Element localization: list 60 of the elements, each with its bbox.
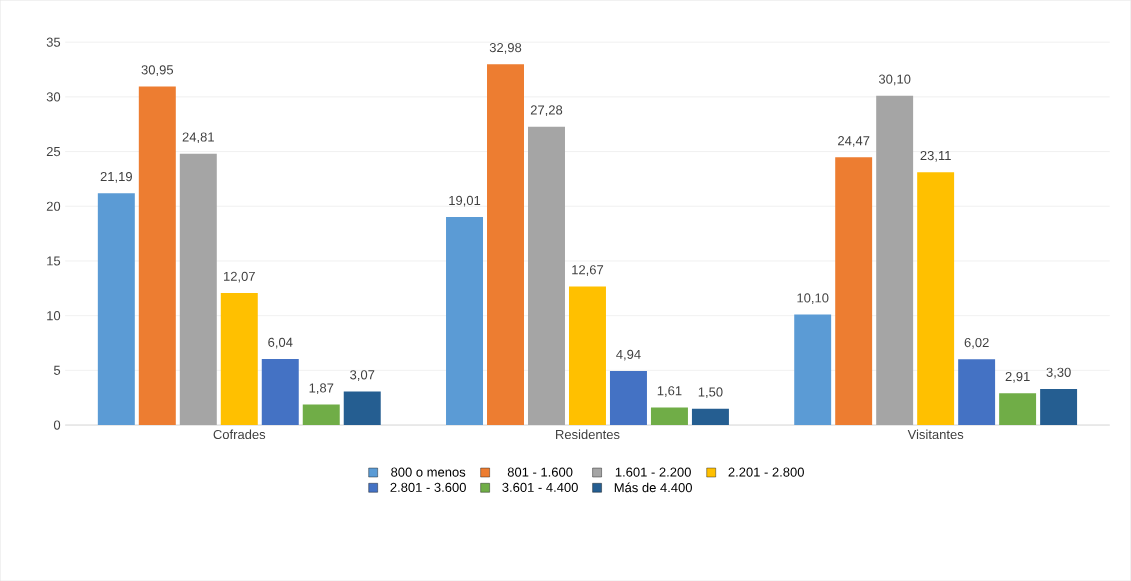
bar [958,359,996,425]
data-label: 19,01 [449,195,481,207]
data-label: 3,30 [1046,367,1071,379]
bar [650,407,688,425]
data-label: 27,28 [530,105,563,116]
bar [568,286,606,425]
data-label: 21,19 [100,171,132,183]
legend-label: 801 - 1.600 [507,467,573,477]
legend-label: 3.601 - 4.400 [502,482,578,492]
bar [220,292,258,425]
data-label: 23,11 [920,150,951,162]
y-tick-label: 20 [46,201,61,211]
x-tick-label: Cofrades [213,429,266,440]
data-label: 1,50 [698,387,723,399]
data-label: 6,02 [964,337,989,349]
data-label: 30,95 [141,65,174,76]
data-label: 32,98 [489,42,522,54]
data-label: 24,47 [838,136,870,147]
data-label: 10,10 [797,293,829,304]
y-tick-label: 10 [47,310,61,321]
bar [794,314,832,425]
bar [1040,388,1078,425]
y-tick-label: 30 [46,92,61,102]
legend-label: 2.201 - 2.800 [728,467,804,477]
data-label: 1,87 [309,383,334,394]
bar [97,193,135,425]
bar [487,64,524,425]
bar [138,86,176,425]
bar [446,217,484,425]
x-tick-label: Residentes [556,429,620,440]
data-label: 3,07 [350,370,375,381]
data-label: 12,07 [224,271,255,283]
bar [691,408,729,425]
bar [179,153,217,425]
bar [835,157,873,425]
legend-label: 800 o menos [391,467,466,477]
bar [528,126,565,425]
y-tick-label: 5 [53,365,61,375]
bar [917,172,955,425]
data-label: 1,61 [657,386,682,397]
y-tick-label: 25 [46,146,61,157]
bar [343,391,381,425]
data-label: 2,91 [1005,371,1030,383]
legend-label: 2.801 - 3.600 [390,482,466,492]
legend-label: 1.601 - 2.200 [615,467,691,477]
y-tick-label: 15 [47,256,61,266]
data-label: 12,67 [572,265,604,276]
data-label: 30,10 [878,74,911,86]
x-tick-label: Visitantes [907,429,964,440]
data-label: 6,04 [268,337,293,349]
data-label: 24,81 [182,132,214,144]
bar [999,393,1037,425]
bar [302,404,340,425]
legend-label: Más de 4.400 [614,482,692,493]
bar [609,370,647,425]
y-tick-label: 35 [46,37,61,47]
bar [876,95,914,425]
data-label: 4,94 [616,349,641,361]
bar [261,358,299,425]
y-tick-label: 0 [53,420,61,430]
